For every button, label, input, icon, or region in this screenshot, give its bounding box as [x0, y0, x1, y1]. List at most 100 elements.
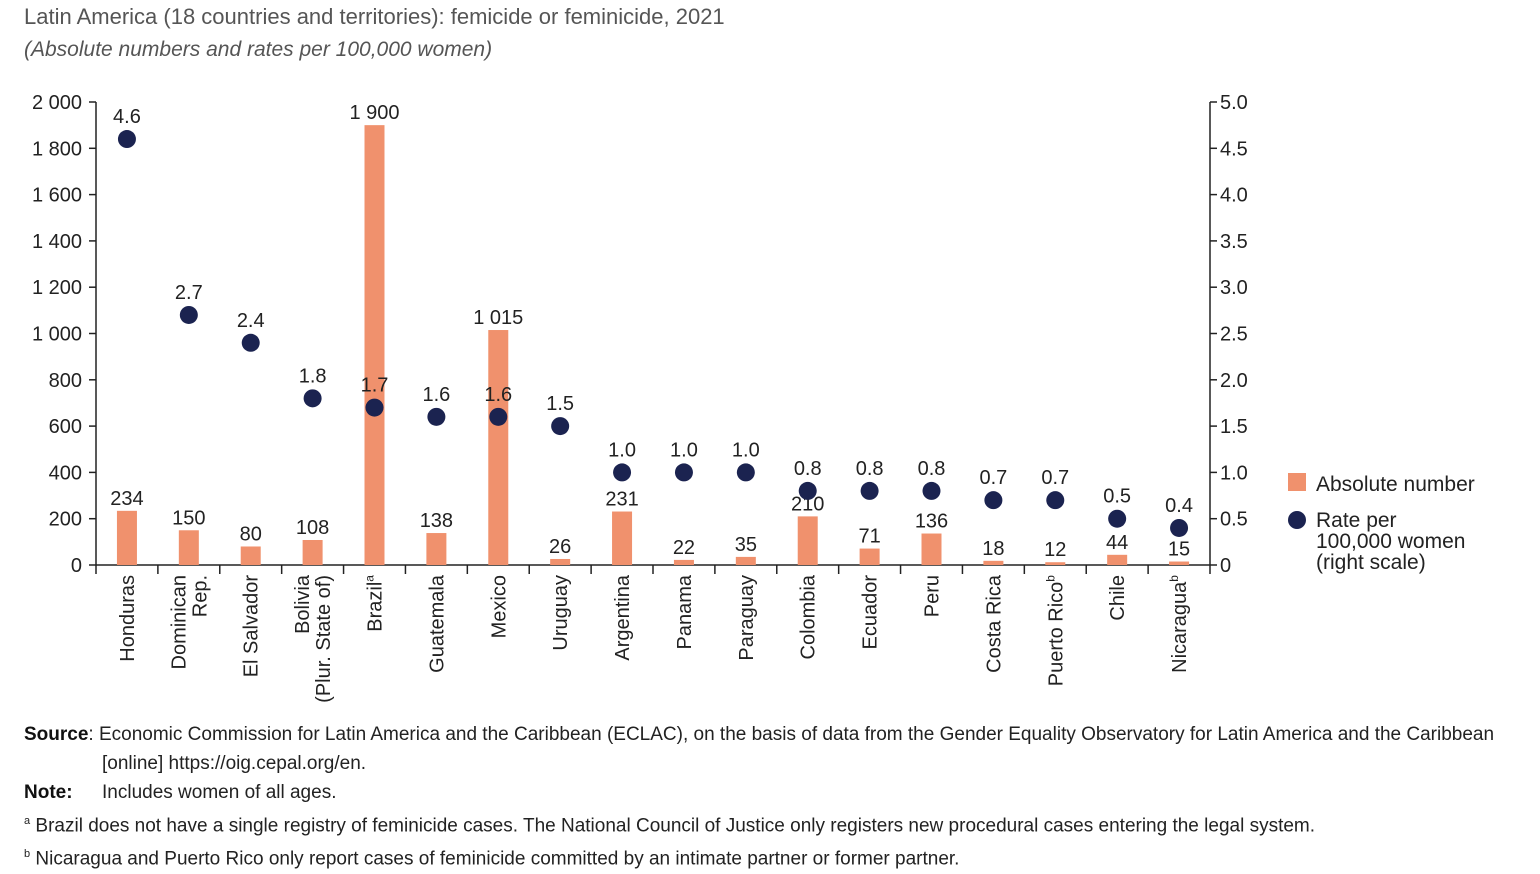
rate-point [984, 491, 1003, 510]
rate-point [674, 463, 693, 482]
right-tick-label: 1.5 [1220, 416, 1248, 438]
category-label-text: Paraguay [736, 575, 758, 661]
rate-value-label: 0.8 [918, 458, 946, 480]
bar-value-label: 12 [1044, 539, 1066, 561]
rate-value-label: 1.6 [484, 384, 512, 406]
left-tick-label: 0 [71, 555, 82, 577]
footnote-b-mark: b [24, 848, 31, 861]
rate-point [427, 407, 446, 426]
rate-point [117, 130, 136, 149]
category-label-text: Nicaraguab [1167, 575, 1191, 673]
bar [426, 533, 447, 565]
rate-point [860, 481, 879, 500]
right-tick-label: 5.0 [1220, 92, 1248, 114]
rate-point [241, 333, 260, 352]
footnote-b-text: Nicaragua and Puerto Rico only report ca… [35, 848, 960, 870]
source-url-text: [online] https://oig.cepal.org/en. [102, 753, 367, 774]
bar-value-label: 15 [1168, 539, 1190, 561]
bar-value-label: 138 [420, 510, 453, 532]
left-tick-label: 1 200 [32, 277, 82, 299]
rate-point [922, 481, 941, 500]
chart-title: Latin America (18 countries and territor… [24, 4, 725, 29]
note-line: Note: Includes women of all ages. [24, 778, 1524, 807]
source-text: : Economic Commission for Latin America … [88, 724, 1495, 745]
right-tick-label: 2.0 [1220, 370, 1248, 392]
bar [1045, 562, 1066, 565]
left-tick-label: 1 600 [32, 185, 82, 207]
rate-value-label: 0.8 [794, 458, 822, 480]
left-tick-label: 600 [49, 416, 82, 438]
bar [859, 548, 880, 565]
rate-value-label: 1.0 [670, 439, 698, 461]
rate-point [736, 463, 755, 482]
footnote-a: a Brazil does not have a single registry… [24, 807, 1524, 840]
rate-value-label: 0.7 [1041, 467, 1069, 489]
category-label: Brazila [363, 575, 387, 632]
bar [240, 546, 261, 565]
category-label: Argentina [612, 574, 634, 660]
bar-value-label: 26 [549, 536, 571, 558]
category-label-text: Puerto Ricob [1043, 575, 1067, 687]
bar-value-label: 18 [982, 538, 1004, 560]
bar-value-label: 150 [172, 507, 205, 529]
category-label: Costa Rica [983, 574, 1005, 673]
rate-value-label: 0.7 [979, 467, 1007, 489]
category-label: Bolivia (Plur. State of) [292, 574, 335, 703]
source-line-2: [online] https://oig.cepal.org/en. [24, 749, 1524, 778]
rate-value-label: 0.5 [1103, 486, 1131, 508]
bar [116, 510, 137, 565]
rate-value-label: 1.0 [608, 439, 636, 461]
footnote-a-text: Brazil does not have a single registry o… [35, 815, 1316, 837]
category-label-text: Mexico [488, 575, 510, 638]
category-label-text: Ecuador [860, 575, 882, 650]
rate-point [798, 481, 817, 500]
rate-point [365, 398, 384, 417]
bar-value-label: 108 [296, 517, 329, 539]
category-label: Dominican Rep. [168, 575, 211, 669]
bar-value-label: 231 [605, 489, 638, 511]
rate-value-label: 2.7 [175, 282, 203, 304]
bar [1107, 554, 1128, 565]
category-label: Chile [1107, 575, 1129, 621]
note-label: Note [24, 782, 67, 803]
bar [612, 511, 633, 565]
bar-value-label: 22 [673, 537, 695, 559]
category-label-text: (Plur. State of) [313, 575, 335, 703]
category-label-text: Uruguay [550, 575, 572, 651]
bar [1169, 561, 1190, 565]
bar [178, 530, 199, 565]
bar [302, 539, 323, 565]
legend-label: 100,000 women [1316, 530, 1465, 553]
category-label-text: Dominican [168, 575, 190, 669]
bar [550, 558, 571, 565]
category-label-text: Argentina [612, 574, 634, 660]
rate-value-label: 0.4 [1165, 495, 1193, 517]
rate-point [1046, 491, 1065, 510]
category-footnote-mark: a [363, 575, 377, 582]
category-label-text: Chile [1107, 575, 1129, 621]
bar-value-label: 136 [915, 511, 948, 533]
category-label-text: Guatemala [426, 574, 448, 673]
legend-bar-swatch [1288, 473, 1306, 491]
legend-label: Rate per [1316, 509, 1397, 532]
category-label: Colombia [798, 574, 820, 659]
bar-value-label: 1 900 [349, 102, 399, 124]
source-label: Source [24, 724, 89, 745]
legend-dot-swatch [1288, 511, 1306, 529]
footnote-a-mark: a [24, 815, 31, 827]
note-text: Includes women of all ages. [102, 782, 337, 803]
category-label-text: El Salvador [241, 575, 263, 678]
rate-value-label: 2.4 [237, 310, 265, 332]
left-tick-label: 2 000 [32, 92, 82, 114]
left-tick-label: 200 [49, 509, 82, 531]
right-tick-label: 3.5 [1220, 231, 1248, 253]
category-label-text: Panama [674, 574, 696, 649]
right-tick-label: 4.0 [1220, 185, 1248, 207]
bar-value-label: 1 015 [473, 307, 523, 329]
bar [921, 533, 942, 565]
right-tick-label: 0 [1220, 555, 1231, 577]
left-tick-label: 400 [49, 462, 82, 484]
rate-point [489, 407, 508, 426]
category-label: Ecuador [860, 575, 882, 650]
